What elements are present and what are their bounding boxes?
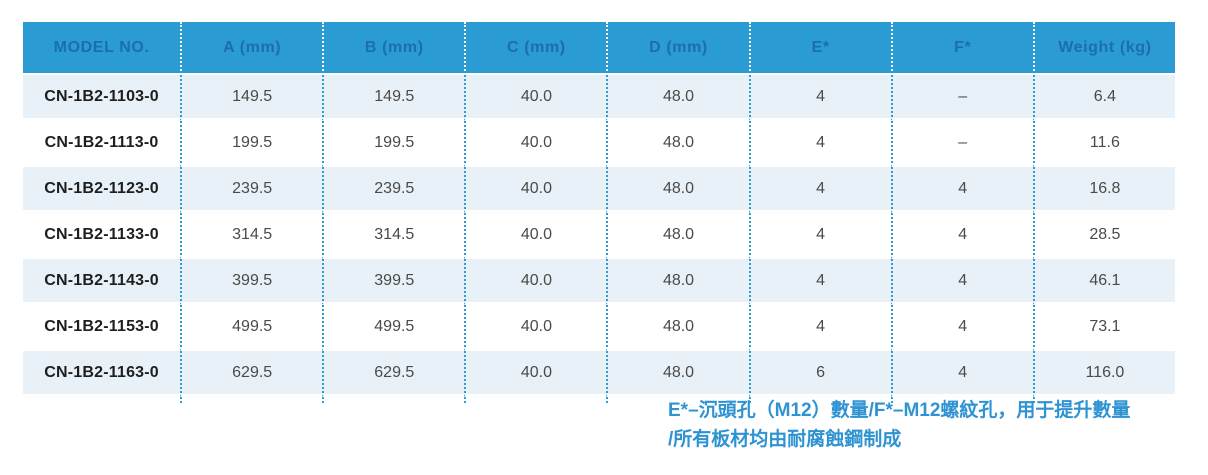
table-cell: 629.5 — [322, 351, 465, 397]
table-cell: 28.5 — [1032, 213, 1175, 259]
table-cell: 149.5 — [322, 75, 465, 121]
table-cell: 16.8 — [1032, 167, 1175, 213]
column-header-e: E* — [748, 22, 891, 75]
table-cell: 11.6 — [1032, 121, 1175, 167]
table-row: CN-1B2-1103-0 149.5 149.5 40.0 48.0 4 – … — [23, 75, 1175, 121]
table-cell: 40.0 — [464, 121, 607, 167]
footnote-e-label: E* — [668, 400, 689, 421]
footnote-f-text: –M12螺紋孔，用于提升數量 — [892, 400, 1131, 421]
column-header-a: A (mm) — [180, 22, 323, 75]
table-cell: 6 — [748, 351, 891, 397]
table-cell: 239.5 — [180, 167, 323, 213]
table-cell: 4 — [748, 305, 891, 351]
table-cell: 48.0 — [606, 305, 749, 351]
table-cell: 199.5 — [180, 121, 323, 167]
separator-stub-row — [23, 397, 1175, 403]
table-cell: 4 — [748, 259, 891, 305]
model-cell: CN-1B2-1103-0 — [23, 75, 181, 121]
table-cell: 239.5 — [322, 167, 465, 213]
table-cell: 40.0 — [464, 75, 607, 121]
table-cell: 629.5 — [180, 351, 323, 397]
table-cell: 48.0 — [606, 75, 749, 121]
table-row: CN-1B2-1113-0 199.5 199.5 40.0 48.0 4 – … — [23, 121, 1175, 167]
table-cell: 116.0 — [1032, 351, 1175, 397]
table-cell: 4 — [890, 351, 1033, 397]
table-cell: 4 — [748, 75, 891, 121]
model-cell: CN-1B2-1163-0 — [23, 351, 181, 397]
table-cell: 4 — [890, 213, 1033, 259]
table-cell: 199.5 — [322, 121, 465, 167]
table-cell: 149.5 — [180, 75, 323, 121]
model-cell: CN-1B2-1133-0 — [23, 213, 181, 259]
model-cell: CN-1B2-1123-0 — [23, 167, 181, 213]
table-cell: 4 — [890, 305, 1033, 351]
table-cell: 4 — [890, 259, 1033, 305]
footnote-f-label: F* — [873, 400, 893, 421]
table-body: CN-1B2-1103-0 149.5 149.5 40.0 48.0 4 – … — [23, 75, 1175, 403]
footnote-line-1: E*–沉頭孔（M12）數量/F*–M12螺紋孔，用于提升數量 — [668, 396, 1188, 425]
table-cell: 73.1 — [1032, 305, 1175, 351]
table-cell: 48.0 — [606, 121, 749, 167]
table-cell: 40.0 — [464, 167, 607, 213]
table-cell: – — [890, 75, 1033, 121]
table-row: CN-1B2-1153-0 499.5 499.5 40.0 48.0 4 4 … — [23, 305, 1175, 351]
table-row: CN-1B2-1163-0 629.5 629.5 40.0 48.0 6 4 … — [23, 351, 1175, 397]
table-cell: 46.1 — [1032, 259, 1175, 305]
column-header-d: D (mm) — [606, 22, 749, 75]
table-cell: 40.0 — [464, 259, 607, 305]
header-row: MODEL NO. A (mm) B (mm) C (mm) D (mm) E*… — [23, 22, 1175, 75]
table-cell: 499.5 — [180, 305, 323, 351]
table-header: MODEL NO. A (mm) B (mm) C (mm) D (mm) E*… — [23, 22, 1175, 75]
model-cell: CN-1B2-1153-0 — [23, 305, 181, 351]
table-cell: 4 — [890, 167, 1033, 213]
footnote: E*–沉頭孔（M12）數量/F*–M12螺紋孔，用于提升數量 /所有板材均由耐腐… — [668, 396, 1188, 454]
table-cell: 499.5 — [322, 305, 465, 351]
table-row: CN-1B2-1123-0 239.5 239.5 40.0 48.0 4 4 … — [23, 167, 1175, 213]
table-cell: 6.4 — [1032, 75, 1175, 121]
table-cell: 4 — [748, 121, 891, 167]
table-row: CN-1B2-1133-0 314.5 314.5 40.0 48.0 4 4 … — [23, 213, 1175, 259]
table-cell: 314.5 — [322, 213, 465, 259]
table-cell: 48.0 — [606, 351, 749, 397]
table-cell: 48.0 — [606, 167, 749, 213]
table-cell: – — [890, 121, 1033, 167]
table-cell: 399.5 — [180, 259, 323, 305]
footnote-e-text: –沉頭孔（M12）數量/ — [688, 400, 874, 421]
table-cell: 399.5 — [322, 259, 465, 305]
model-cell: CN-1B2-1143-0 — [23, 259, 181, 305]
spec-table-container: MODEL NO. A (mm) B (mm) C (mm) D (mm) E*… — [23, 22, 1175, 403]
column-header-weight: Weight (kg) — [1032, 22, 1175, 75]
column-header-model: MODEL NO. — [23, 22, 181, 75]
table-cell: 4 — [748, 167, 891, 213]
table-cell: 4 — [748, 213, 891, 259]
footnote-line-2: /所有板材均由耐腐蝕鋼制成 — [668, 429, 902, 450]
table-cell: 48.0 — [606, 259, 749, 305]
column-header-b: B (mm) — [322, 22, 465, 75]
table-cell: 314.5 — [180, 213, 323, 259]
column-header-f: F* — [890, 22, 1033, 75]
model-cell: CN-1B2-1113-0 — [23, 121, 181, 167]
table-cell: 40.0 — [464, 213, 607, 259]
table-cell: 40.0 — [464, 305, 607, 351]
table-row: CN-1B2-1143-0 399.5 399.5 40.0 48.0 4 4 … — [23, 259, 1175, 305]
column-header-c: C (mm) — [464, 22, 607, 75]
table-cell: 48.0 — [606, 213, 749, 259]
spec-table: MODEL NO. A (mm) B (mm) C (mm) D (mm) E*… — [23, 22, 1175, 403]
table-cell: 40.0 — [464, 351, 607, 397]
